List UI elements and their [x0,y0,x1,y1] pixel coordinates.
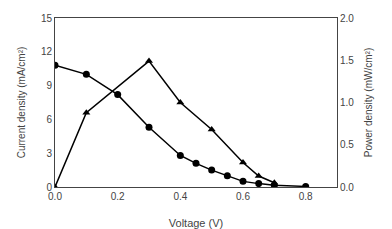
svg-text:0.6: 0.6 [236,191,250,202]
svg-text:0.2: 0.2 [111,191,125,202]
svg-text:Current density (mA/cm²): Current density (mA/cm²) [16,47,27,159]
svg-text:Power density (mW/cm²): Power density (mW/cm²) [363,48,374,157]
svg-text:9: 9 [46,80,52,91]
svg-text:12: 12 [41,46,53,57]
svg-text:0.0: 0.0 [340,182,354,193]
svg-text:0: 0 [46,182,52,193]
svg-text:3: 3 [46,148,52,159]
svg-text:1.5: 1.5 [340,55,354,66]
svg-text:0.5: 0.5 [340,139,354,150]
svg-text:Voltage (V): Voltage (V) [169,217,223,229]
svg-text:15: 15 [41,13,53,24]
svg-text:2.0: 2.0 [340,13,354,24]
svg-text:6: 6 [46,114,52,125]
svg-text:0.4: 0.4 [173,191,187,202]
svg-text:1.0: 1.0 [340,97,354,108]
svg-text:0.8: 0.8 [299,191,313,202]
svg-text:0.0: 0.0 [48,191,62,202]
